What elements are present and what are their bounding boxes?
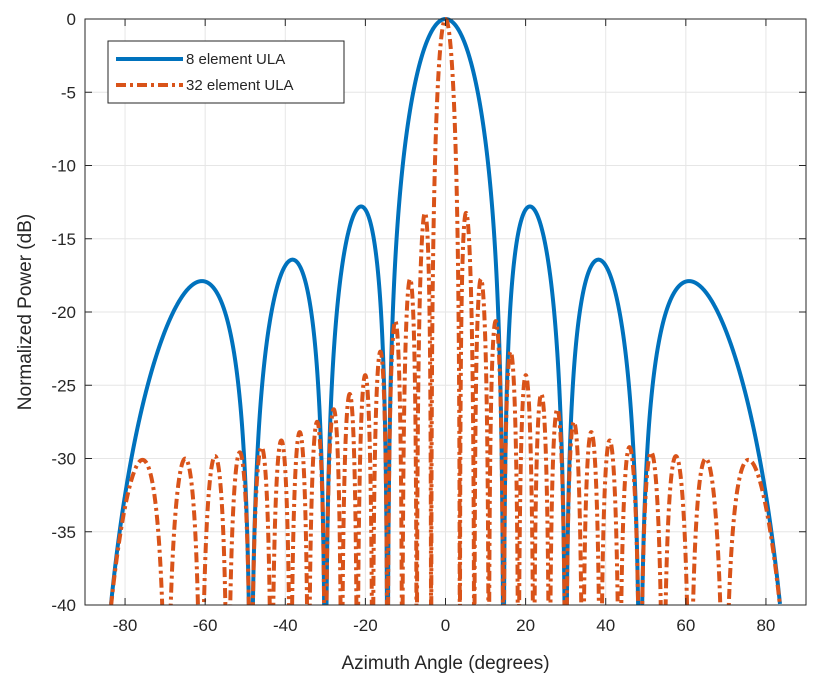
x-tick-label: -40: [273, 616, 298, 635]
y-tick-label: -35: [51, 523, 76, 542]
y-tick-label: 0: [67, 10, 76, 29]
x-tick-label: 60: [676, 616, 695, 635]
legend-label-32-element: 32 element ULA: [186, 77, 294, 94]
x-tick-label: -80: [113, 616, 138, 635]
x-tick-label: 20: [516, 616, 535, 635]
x-tick-label: 80: [756, 616, 775, 635]
x-tick-label: 0: [441, 616, 450, 635]
y-tick-label: -5: [61, 83, 76, 102]
y-tick-label: -25: [51, 376, 76, 395]
legend: 8 element ULA 32 element ULA: [107, 40, 345, 104]
y-tick-label: -30: [51, 450, 76, 469]
y-tick-label: -10: [51, 157, 76, 176]
x-tick-label: 40: [596, 616, 615, 635]
x-axis-label: Azimuth Angle (degrees): [341, 653, 549, 674]
x-tick-label: -20: [353, 616, 378, 635]
ticks: -80 -60 -40 -20 0 20 40 60 80 0 -5 -10 -15 -20 -25 -30 -…: [51, 10, 806, 635]
x-tick-label: -60: [193, 616, 218, 635]
y-axis-label: Normalized Power (dB): [15, 214, 36, 410]
legend-box: [107, 40, 345, 104]
y-tick-label: -20: [51, 303, 76, 322]
y-tick-label: -15: [51, 230, 76, 249]
legend-label-8-element: 8 element ULA: [186, 51, 285, 68]
y-tick-label: -40: [51, 596, 76, 615]
